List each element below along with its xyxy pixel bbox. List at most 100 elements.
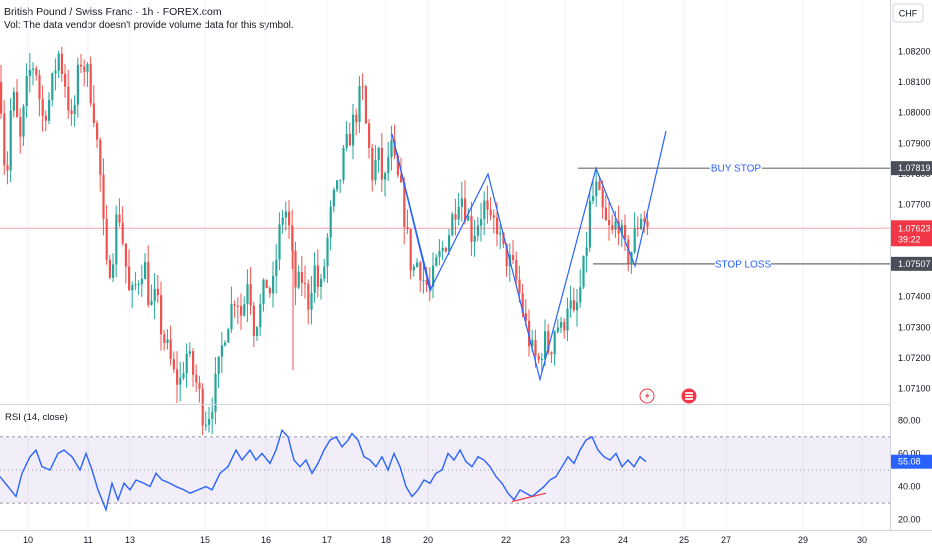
candle-body	[547, 331, 550, 353]
candle-body	[70, 110, 73, 115]
candle-body	[6, 165, 9, 171]
time-tick-label: 15	[200, 535, 210, 545]
candle-body	[92, 103, 95, 124]
candle-body	[272, 275, 275, 294]
currency-button[interactable]: CHF	[892, 3, 924, 23]
candle-body	[598, 181, 601, 190]
candle-body	[473, 235, 476, 242]
event-flag-icon[interactable]	[681, 388, 697, 404]
candle-body	[99, 139, 102, 175]
candle-body	[118, 214, 121, 223]
candle-body	[300, 272, 303, 284]
candle-body	[358, 86, 361, 123]
candles	[0, 46, 649, 436]
candle-body	[64, 73, 67, 87]
candle-body	[112, 264, 115, 278]
candle-body	[339, 179, 342, 181]
level-price-label: 1.07819	[898, 163, 931, 173]
candle-body	[377, 147, 380, 160]
candle-body	[627, 239, 630, 264]
candle-body	[44, 115, 47, 121]
candle-body	[80, 64, 83, 67]
candle-body	[201, 388, 204, 426]
candle-body	[156, 288, 159, 296]
candle-body	[640, 218, 643, 230]
candle-body	[153, 288, 156, 301]
candle-body	[608, 220, 611, 226]
candle-body	[390, 140, 393, 158]
candle-body	[352, 114, 355, 146]
time-tick-label: 16	[261, 535, 271, 545]
candle-body	[604, 207, 607, 221]
rsi-value-badge	[891, 454, 932, 469]
candle-body	[512, 254, 515, 261]
candle-body	[204, 424, 207, 426]
candle-body	[400, 175, 403, 183]
candle-body	[188, 351, 191, 354]
annotations: BUY STOP STOP LOSS	[0, 130, 890, 382]
price-tick-label: 1.08200	[898, 46, 931, 56]
price-tick-label: 1.07400	[898, 292, 931, 302]
candle-body	[28, 69, 31, 76]
candle-body	[0, 82, 3, 114]
countdown-label: 39:22	[898, 234, 921, 244]
candle-body	[518, 279, 521, 294]
candle-body	[617, 221, 620, 234]
level-label: BUY STOP	[711, 164, 762, 175]
time-tick-label: 24	[618, 535, 628, 545]
candle-body	[329, 206, 332, 238]
candle-body	[35, 68, 38, 76]
candle-body	[460, 198, 463, 207]
candle-body	[544, 331, 547, 360]
candle-body	[297, 272, 300, 288]
candle-body	[592, 196, 595, 201]
candle-body	[281, 217, 284, 225]
candle-body	[16, 91, 19, 117]
candle-body	[496, 217, 499, 235]
candle-body	[480, 219, 483, 226]
axes: 1.082001.081001.080001.079001.078001.077…	[23, 46, 932, 545]
candle-body	[451, 214, 454, 236]
candle-body	[41, 99, 44, 116]
rsi-divergence-line	[511, 492, 547, 503]
rsi-value-label: 55.08	[898, 457, 921, 467]
candle-body	[419, 262, 422, 281]
candle-body	[169, 339, 172, 360]
candle-body	[105, 218, 108, 260]
candle-body	[534, 340, 537, 357]
candle-body	[227, 329, 230, 343]
candle-body	[9, 110, 12, 171]
candle-body	[192, 351, 195, 375]
time-tick-label: 25	[679, 535, 689, 545]
candle-body	[454, 214, 457, 220]
candle-body	[304, 283, 307, 285]
candle-body	[470, 215, 473, 242]
volume-note: Vol: The data vendor doesn't provide vol…	[4, 20, 294, 31]
candle-body	[380, 147, 383, 180]
candle-body	[336, 180, 339, 190]
candle-body	[396, 155, 399, 176]
candle-body	[528, 320, 531, 347]
candle-body	[595, 181, 598, 197]
candle-body	[576, 302, 579, 311]
candle-body	[67, 86, 70, 111]
level-label: STOP LOSS	[715, 259, 772, 270]
candle-body	[550, 352, 553, 355]
pattern-line	[391, 130, 667, 382]
candle-body	[588, 200, 591, 248]
candle-body	[633, 227, 636, 253]
candle-body	[60, 53, 63, 74]
level-price-label: 1.07507	[898, 259, 931, 269]
candle-body	[96, 123, 99, 140]
candle-body	[556, 327, 559, 332]
candle-body	[83, 66, 86, 72]
candle-body	[620, 225, 623, 234]
event-flash-icon[interactable]	[639, 388, 655, 404]
candle-body	[521, 293, 524, 314]
candle-body	[54, 70, 57, 74]
candle-body	[182, 373, 185, 378]
time-tick-label: 30	[857, 535, 867, 545]
rsi-title: RSI (14, close)	[5, 412, 68, 423]
rsi-line	[0, 428, 647, 513]
